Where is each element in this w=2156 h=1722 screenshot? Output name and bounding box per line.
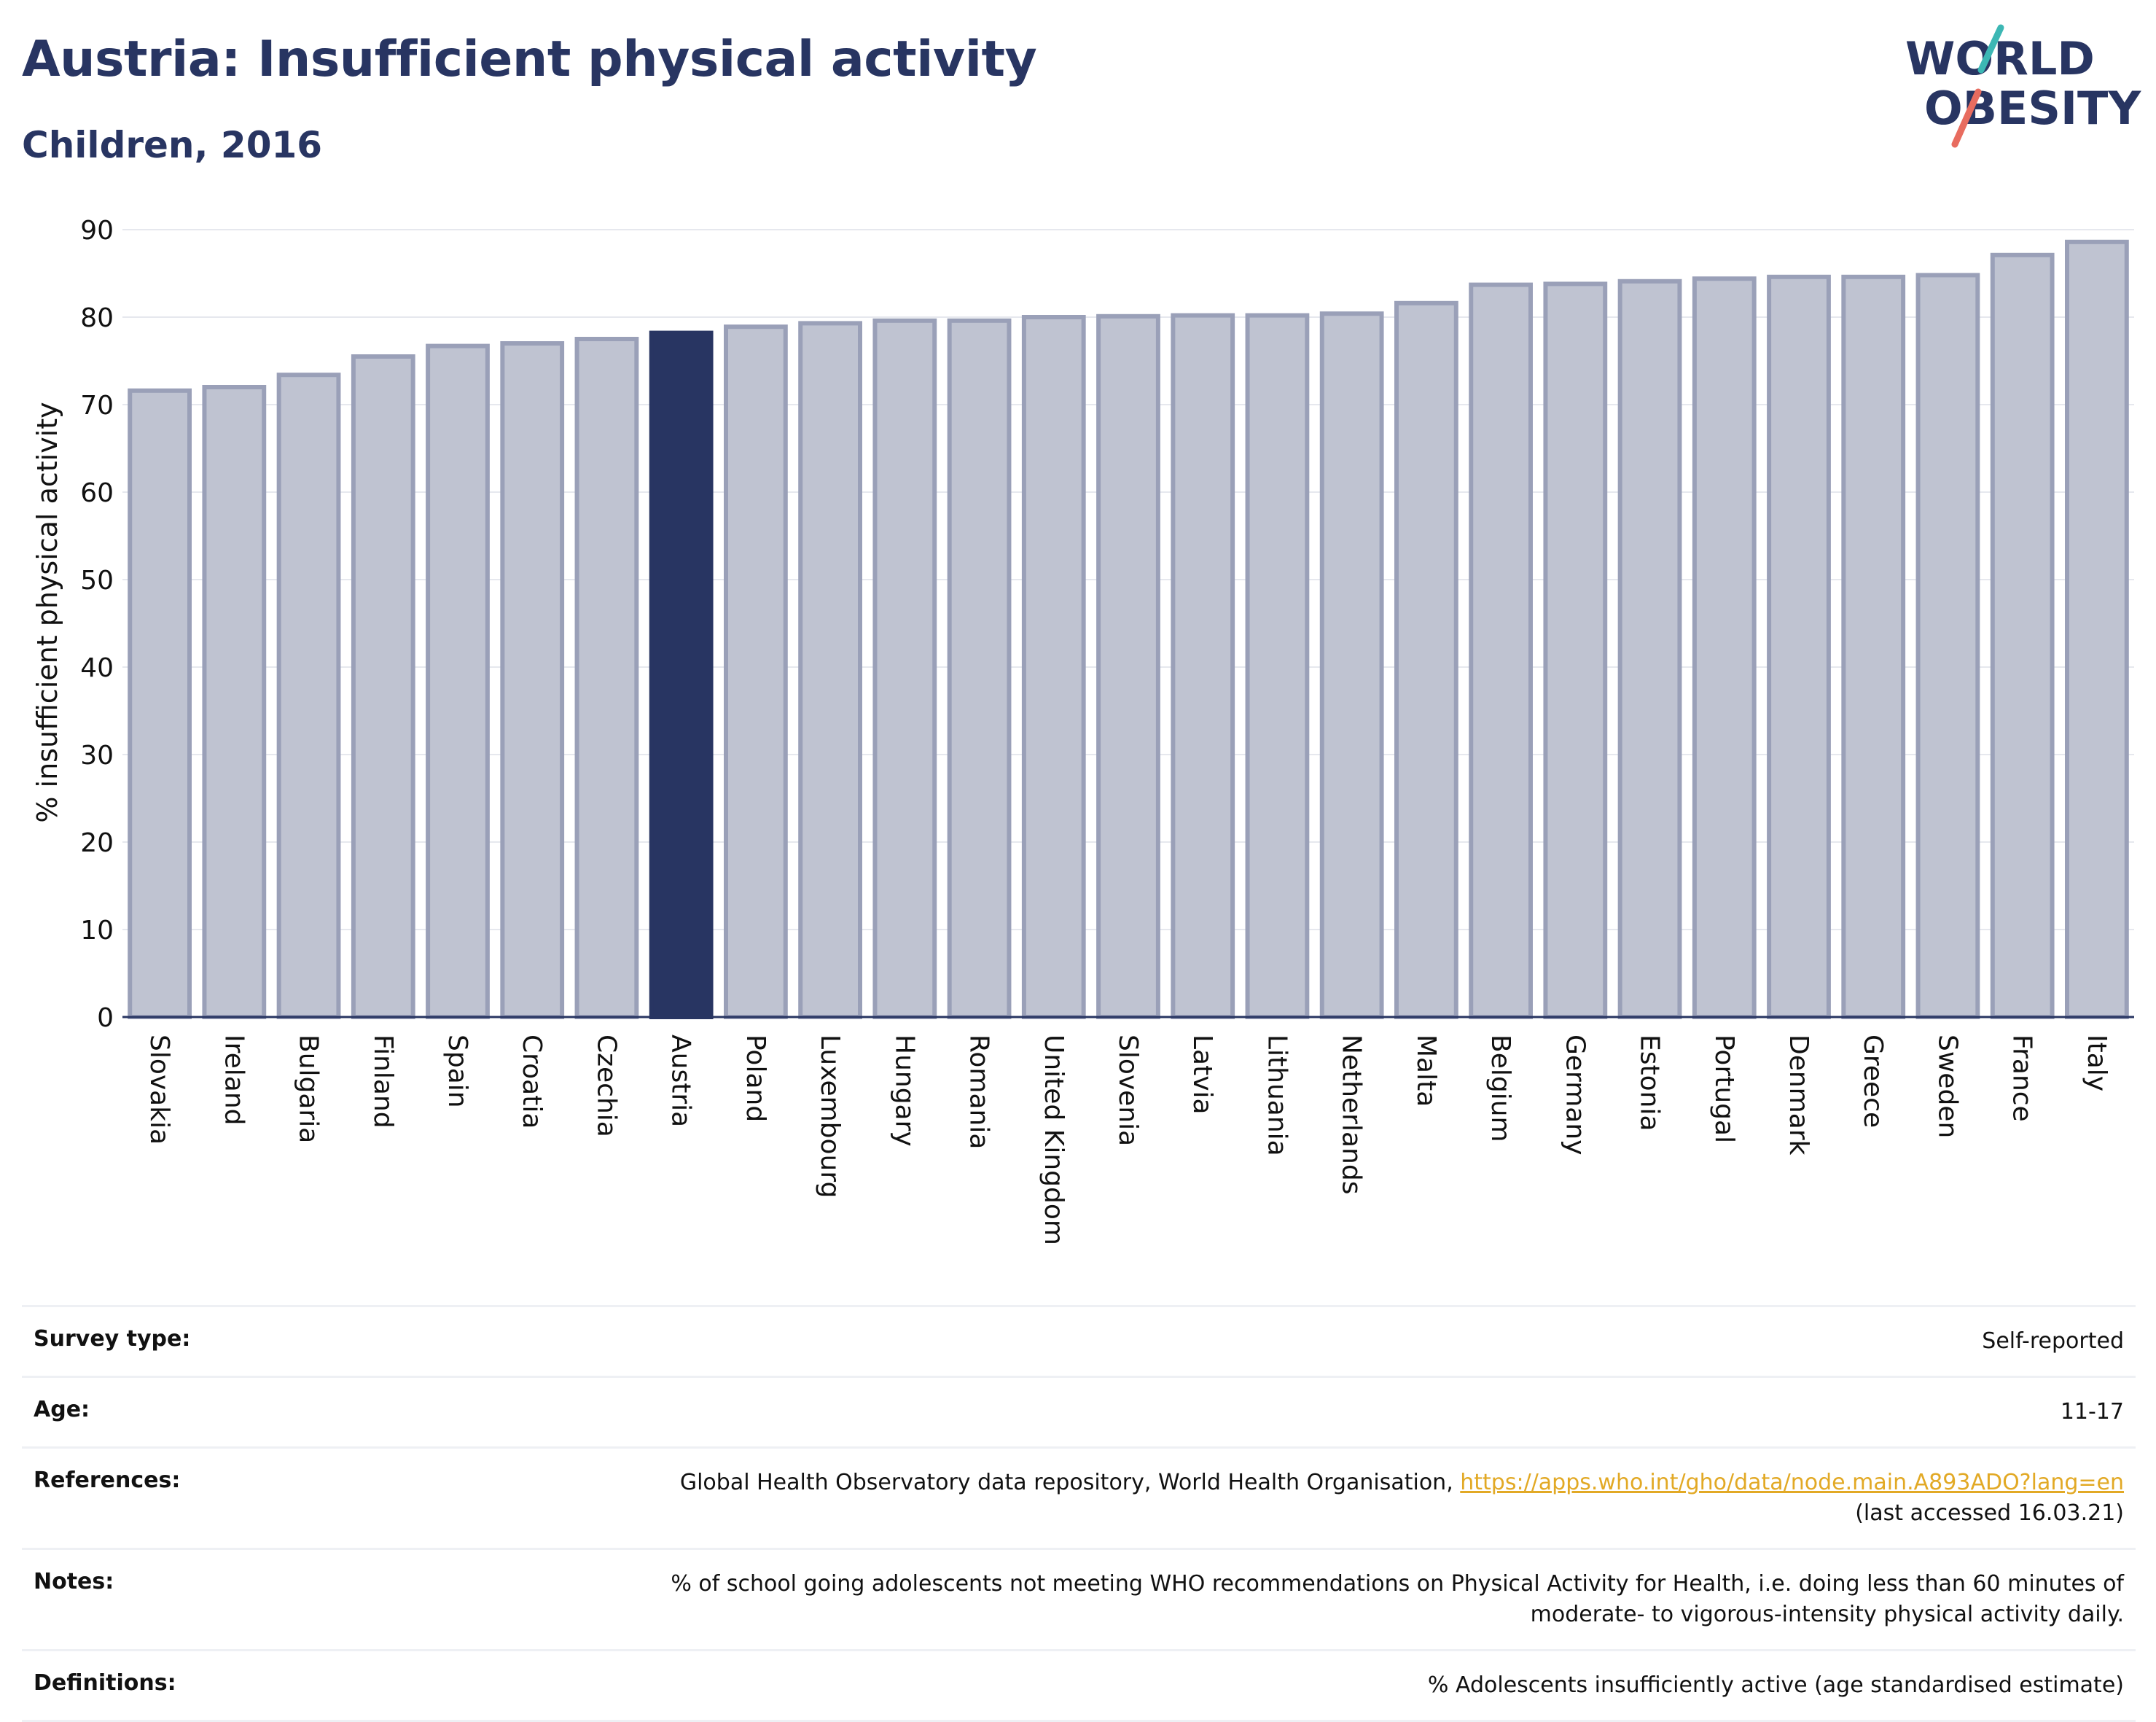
x-tick-label: Estonia [1635, 1035, 1665, 1131]
bar [426, 343, 490, 1020]
bar [574, 337, 639, 1019]
bar [128, 388, 192, 1019]
info-row-references: References: Global Health Observatory da… [22, 1446, 2136, 1549]
y-tick-label: 30 [80, 741, 114, 771]
world-obesity-logo: WORLD OBESITY [1905, 24, 2141, 148]
bar-chart: 0 10 20 30 40 50 60 70 80 90 Slovakia Ireland Bulgar… [31, 216, 2134, 1245]
bar [1394, 300, 1458, 1020]
references-link[interactable]: https://apps.who.int/gho/data/node.main.… [1460, 1470, 2124, 1495]
info-row-definitions: Definitions: % Adolescents insufficientl… [22, 1649, 2136, 1722]
x-tick-label: Spain [442, 1035, 472, 1108]
x-tick-label: Slovakia [144, 1035, 174, 1145]
bar [202, 385, 267, 1019]
x-tick-label: Finland [368, 1035, 398, 1129]
notes-line2: moderate- to vigorous-intensity physical… [1530, 1602, 2124, 1627]
x-tick-label: Lithuania [1262, 1035, 1292, 1156]
x-tick-label: Netherlands [1337, 1035, 1367, 1194]
y-tick-label: 20 [80, 828, 114, 858]
x-tick-label: Croatia [517, 1035, 547, 1129]
bar [798, 321, 862, 1019]
notes-line1: % of school going adolescents not meetin… [671, 1571, 2124, 1597]
age-value: 11-17 [351, 1376, 2136, 1448]
references-accessed: (last accessed 16.03.21) [1855, 1500, 2124, 1526]
survey-type-value: Self-reported [351, 1305, 2136, 1377]
x-tick-label: Italy [2082, 1035, 2112, 1091]
bar [872, 318, 937, 1020]
bar-highlight [649, 330, 714, 1020]
bar [1692, 276, 1757, 1019]
logo-slash-coral [1951, 88, 1982, 148]
page-title: Austria: Insufficient physical activity [22, 31, 1037, 88]
x-tick-label: United Kingdom [1039, 1035, 1069, 1245]
x-tick-label: Latvia [1187, 1035, 1217, 1115]
bar [276, 373, 341, 1019]
definitions-value: % Adolescents insufficiently active (age… [351, 1649, 2136, 1722]
x-tick-label: Slovenia [1113, 1035, 1143, 1146]
y-tick-label: 10 [80, 916, 114, 946]
page-subtitle: Children, 2016 [22, 124, 323, 166]
bar [1171, 313, 1235, 1020]
info-row-age: Age: 11-17 [22, 1376, 2136, 1448]
notes-value: % of school going adolescents not meetin… [351, 1548, 2136, 1651]
x-tick-label: Luxembourg [815, 1035, 845, 1198]
bar [947, 318, 1012, 1020]
references-label: References: [22, 1446, 351, 1549]
y-axis-label: % insufficient physical activity [31, 402, 63, 822]
x-tick-label: Greece [1858, 1035, 1888, 1128]
y-tick-label: 90 [80, 216, 114, 246]
x-tick-label: France [2007, 1035, 2037, 1122]
bar [1543, 281, 1608, 1019]
y-tick-label: 0 [97, 1003, 114, 1033]
bar [1915, 273, 1980, 1019]
definitions-label: Definitions: [22, 1649, 351, 1722]
x-tick-label: Czechia [591, 1035, 621, 1137]
axis-layer: 0 10 20 30 40 50 60 70 80 90 Slovakia Ireland Bulgar… [80, 216, 2134, 1245]
bar [1319, 311, 1384, 1019]
bar [351, 354, 415, 1019]
bar [1767, 274, 1831, 1020]
logo-slash-teal [1977, 24, 2004, 74]
bar [1469, 282, 1533, 1020]
references-text: Global Health Observatory data repositor… [679, 1470, 1461, 1495]
y-tick-label: 40 [80, 653, 114, 683]
y-tick-label: 80 [80, 303, 114, 333]
y-tick-label: 50 [80, 566, 114, 596]
x-tick-label: Belgium [1485, 1035, 1515, 1142]
y-tick-label: 60 [80, 478, 114, 508]
x-tick-label: Germany [1560, 1035, 1590, 1155]
bar [1096, 313, 1160, 1020]
bar [1990, 252, 2055, 1019]
logo-line1: WORLD [1905, 32, 2095, 85]
x-tick-label: Ireland [219, 1035, 249, 1126]
y-tick-label: 70 [80, 391, 114, 421]
bar [724, 324, 788, 1019]
references-value: Global Health Observatory data repositor… [351, 1446, 2136, 1549]
bar [1245, 313, 1310, 1020]
bar [2065, 239, 2129, 1019]
logo-line2: OBESITY [1924, 82, 2141, 135]
survey-type-label: Survey type: [22, 1305, 351, 1377]
info-row-survey: Survey type: Self-reported [22, 1305, 2136, 1377]
x-tick-label: Hungary [889, 1035, 919, 1147]
bar [1617, 278, 1682, 1020]
x-tick-label: Austria [666, 1035, 696, 1127]
bar [500, 341, 565, 1019]
info-row-notes: Notes: % of school going adolescents not… [22, 1548, 2136, 1651]
x-tick-label: Malta [1411, 1035, 1441, 1107]
x-tick-label: Romania [964, 1035, 994, 1149]
notes-label: Notes: [22, 1548, 351, 1651]
x-tick-label: Sweden [1932, 1035, 1962, 1138]
x-tick-label: Bulgaria [294, 1035, 324, 1143]
x-tick-label: Denmark [1784, 1035, 1813, 1156]
bar [1021, 315, 1086, 1019]
info-table: Survey type: Self-reported Age: 11-17 Re… [22, 1305, 2136, 1722]
bars-layer [128, 239, 2129, 1020]
x-tick-label: Poland [741, 1035, 770, 1122]
x-tick-label: Portugal [1709, 1035, 1739, 1143]
bar [1841, 274, 1906, 1020]
age-label: Age: [22, 1376, 351, 1448]
